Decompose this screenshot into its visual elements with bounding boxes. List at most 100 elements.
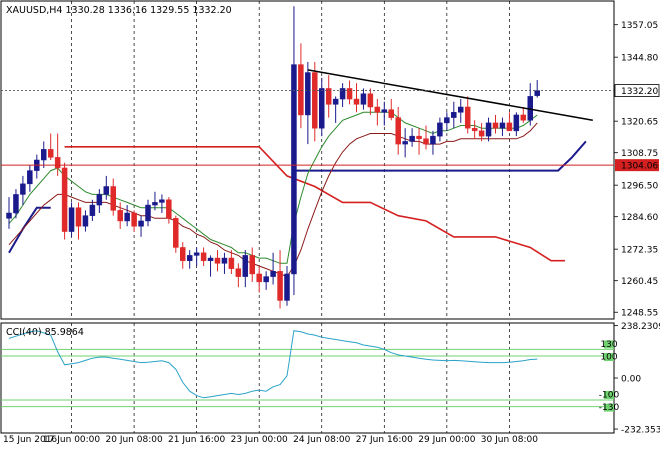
candle [325, 75, 332, 118]
cci-panel: CCI(40) 85.9864 [0, 322, 615, 434]
candle [6, 197, 12, 229]
candle [499, 117, 506, 137]
candle [228, 250, 235, 274]
candle-body [325, 88, 332, 105]
candle [416, 128, 422, 155]
candle [367, 88, 374, 115]
candle [270, 252, 276, 285]
x-tick-label: 20 Jun 08:00 [106, 435, 163, 445]
candle [152, 191, 158, 211]
candle-body [214, 257, 221, 264]
candle-body [534, 90, 540, 96]
candle [444, 112, 450, 131]
candle-body [416, 135, 422, 140]
cci-y-tick-label: 238.2309 [621, 322, 660, 332]
candle [319, 77, 325, 137]
candle-body [506, 122, 513, 132]
candle [312, 61, 318, 142]
candle-body [180, 247, 186, 261]
x-tick-label: 23 Jun 00:00 [231, 435, 288, 445]
candle-body [270, 271, 276, 277]
candle-body [444, 117, 450, 124]
cci-level-label: -130 [599, 403, 620, 413]
x-tick-label: 15 Jun 2016 [3, 435, 57, 445]
candle-body [20, 183, 26, 195]
candle-body [388, 109, 394, 118]
y-tick-label: 1248.55 [621, 309, 658, 319]
candle [145, 199, 151, 227]
candle [423, 125, 429, 150]
candle-body [41, 149, 47, 161]
candle [485, 117, 492, 142]
candle [506, 112, 513, 132]
candle-body [353, 98, 360, 105]
candle [388, 99, 394, 121]
cci-line [8, 330, 538, 399]
candle-body [367, 93, 374, 108]
candle-body [305, 72, 311, 116]
candle-body [437, 122, 443, 137]
candle [402, 128, 408, 158]
candle-body [138, 220, 144, 227]
candle [409, 128, 415, 147]
candle-body [458, 106, 464, 113]
candle-body [124, 212, 130, 222]
candle-body [110, 186, 116, 211]
candle-body [145, 204, 151, 222]
candle [47, 133, 54, 160]
candle [339, 83, 346, 107]
candle-body [312, 72, 318, 129]
x-tick-label: 30 Jun 08:00 [481, 435, 538, 445]
candle [374, 99, 381, 126]
candle-body [291, 64, 297, 275]
cci-level-label: 130 [600, 340, 617, 350]
candle-body [499, 122, 506, 129]
candle-body [277, 271, 283, 301]
candle-body [193, 252, 200, 256]
x-tick-label: 27 Jun 16:00 [356, 435, 413, 445]
candle [249, 247, 255, 282]
candle-body [6, 212, 12, 219]
candle-body [451, 112, 457, 118]
candle-body [89, 204, 96, 216]
y-tick-label: 1304.06 [621, 162, 658, 172]
trendline [307, 69, 593, 121]
candle-body [263, 276, 269, 283]
candle [353, 83, 360, 113]
cci-level-tag [604, 403, 614, 412]
y-tick-label: 1260.45 [621, 277, 658, 287]
y-tick-label: 1272.35 [621, 246, 658, 256]
x-tick-label: 29 Jun 00:00 [418, 435, 475, 445]
trend-line [307, 69, 593, 121]
candle [478, 122, 485, 142]
cci-axis: 130 100 -100 -130 238.2309 0.00 -232.3535 [599, 322, 660, 435]
candle [458, 99, 464, 123]
candle [117, 202, 123, 229]
candle [138, 215, 144, 237]
candle [284, 266, 290, 306]
red-step-line [64, 146, 565, 262]
cci-level-label: -100 [599, 391, 620, 401]
y-tick-label: 1308.75 [621, 149, 658, 159]
candle-body [513, 114, 520, 132]
candle-body [200, 252, 207, 261]
candle-body [339, 88, 346, 100]
candle [291, 6, 297, 296]
chart-title: XAUUSD,H4 1330.28 1336.16 1329.55 1332.2… [6, 5, 232, 16]
candle-body [360, 93, 367, 105]
candle-body [75, 207, 82, 227]
cci-level-tag [604, 353, 614, 361]
candle-body [13, 194, 19, 214]
candle [173, 215, 179, 253]
candle-body [235, 268, 242, 277]
candle [96, 189, 103, 213]
blue-step-line [8, 206, 51, 254]
candle-body [228, 257, 235, 269]
price-panel: XAUUSD,H4 1330.28 1336.16 1329.55 1332.2… [0, 0, 615, 320]
x-tick-label: 24 Jun 08:00 [293, 435, 350, 445]
candle-body [374, 106, 381, 113]
cci-level-label: 100 [600, 353, 617, 363]
candle-body [423, 138, 429, 145]
